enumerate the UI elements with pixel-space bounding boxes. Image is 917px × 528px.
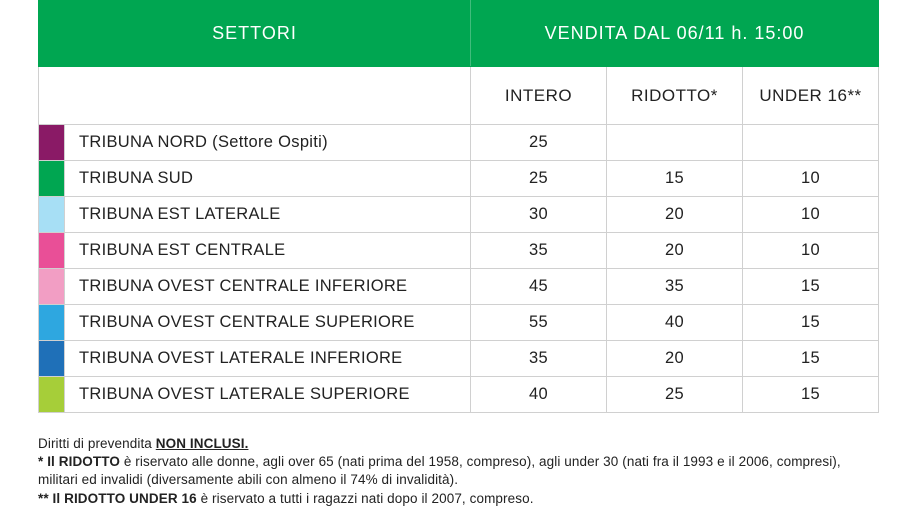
sector-label: TRIBUNA OVEST CENTRALE SUPERIORE [65, 305, 471, 341]
sector-label: TRIBUNA EST CENTRALE [65, 233, 471, 269]
price-cell: 30 [471, 197, 607, 233]
table-header-row: SETTORI VENDITA DAL 06/11 h. 15:00 [39, 1, 879, 67]
sector-label: TRIBUNA OVEST CENTRALE INFERIORE [65, 269, 471, 305]
table-row: TRIBUNA OVEST LATERALE INFERIORE352015 [39, 341, 879, 377]
note-under16: ** Il RIDOTTO UNDER 16 è riservato a tut… [38, 490, 879, 508]
price-cell: 15 [743, 341, 879, 377]
table-row: TRIBUNA EST LATERALE302010 [39, 197, 879, 233]
sector-color-swatch [39, 161, 65, 197]
table-row: TRIBUNA OVEST LATERALE SUPERIORE402515 [39, 377, 879, 413]
price-cell: 15 [743, 305, 879, 341]
sector-label: TRIBUNA EST LATERALE [65, 197, 471, 233]
price-cell: 25 [607, 377, 743, 413]
col-under16: UNDER 16** [743, 67, 879, 125]
table-row: TRIBUNA NORD (Settore Ospiti)25 [39, 125, 879, 161]
price-cell: 15 [743, 377, 879, 413]
price-cell: 25 [471, 161, 607, 197]
subheader-empty [39, 67, 471, 125]
sector-label: TRIBUNA OVEST LATERALE SUPERIORE [65, 377, 471, 413]
note-text: Diritti di prevendita [38, 436, 156, 451]
price-cell: 15 [607, 161, 743, 197]
table-row: TRIBUNA EST CENTRALE352010 [39, 233, 879, 269]
price-cell: 25 [471, 125, 607, 161]
price-cell: 45 [471, 269, 607, 305]
sector-color-swatch [39, 341, 65, 377]
price-cell: 10 [743, 161, 879, 197]
price-cell: 35 [471, 233, 607, 269]
note-text: è riservato a tutti i ragazzi nati dopo … [197, 491, 534, 506]
col-intero: INTERO [471, 67, 607, 125]
header-sale: VENDITA DAL 06/11 h. 15:00 [471, 1, 879, 67]
sector-color-swatch [39, 377, 65, 413]
sector-label: TRIBUNA SUD [65, 161, 471, 197]
price-cell: 40 [471, 377, 607, 413]
table-subheader-row: INTERO RIDOTTO* UNDER 16** [39, 67, 879, 125]
price-cell: 35 [471, 341, 607, 377]
sector-color-swatch [39, 305, 65, 341]
price-cell: 40 [607, 305, 743, 341]
sector-label: TRIBUNA OVEST LATERALE INFERIORE [65, 341, 471, 377]
pricing-table: SETTORI VENDITA DAL 06/11 h. 15:00 INTER… [38, 0, 879, 413]
sector-color-swatch [39, 125, 65, 161]
note-emph: NON INCLUSI. [156, 436, 249, 451]
table-row: TRIBUNA OVEST CENTRALE SUPERIORE554015 [39, 305, 879, 341]
sector-color-swatch [39, 233, 65, 269]
note-prevendita: Diritti di prevendita NON INCLUSI. [38, 435, 879, 453]
header-sectors: SETTORI [39, 1, 471, 67]
price-cell [743, 125, 879, 161]
sector-color-swatch [39, 269, 65, 305]
price-cell: 20 [607, 197, 743, 233]
sector-label: TRIBUNA NORD (Settore Ospiti) [65, 125, 471, 161]
price-cell: 10 [743, 233, 879, 269]
price-cell: 10 [743, 197, 879, 233]
sector-color-swatch [39, 197, 65, 233]
note-bold: ** Il RIDOTTO UNDER 16 [38, 491, 197, 506]
table-row: TRIBUNA SUD251510 [39, 161, 879, 197]
price-cell: 15 [743, 269, 879, 305]
price-cell: 20 [607, 233, 743, 269]
col-ridotto: RIDOTTO* [607, 67, 743, 125]
price-cell: 35 [607, 269, 743, 305]
price-cell: 20 [607, 341, 743, 377]
price-cell: 55 [471, 305, 607, 341]
table-row: TRIBUNA OVEST CENTRALE INFERIORE453515 [39, 269, 879, 305]
note-bold: * Il RIDOTTO [38, 454, 120, 469]
footnotes: Diritti di prevendita NON INCLUSI. * Il … [38, 435, 879, 508]
note-ridotto: * Il RIDOTTO è riservato alle donne, agl… [38, 453, 879, 489]
note-text: è riservato alle donne, agli over 65 (na… [38, 454, 841, 487]
price-cell [607, 125, 743, 161]
